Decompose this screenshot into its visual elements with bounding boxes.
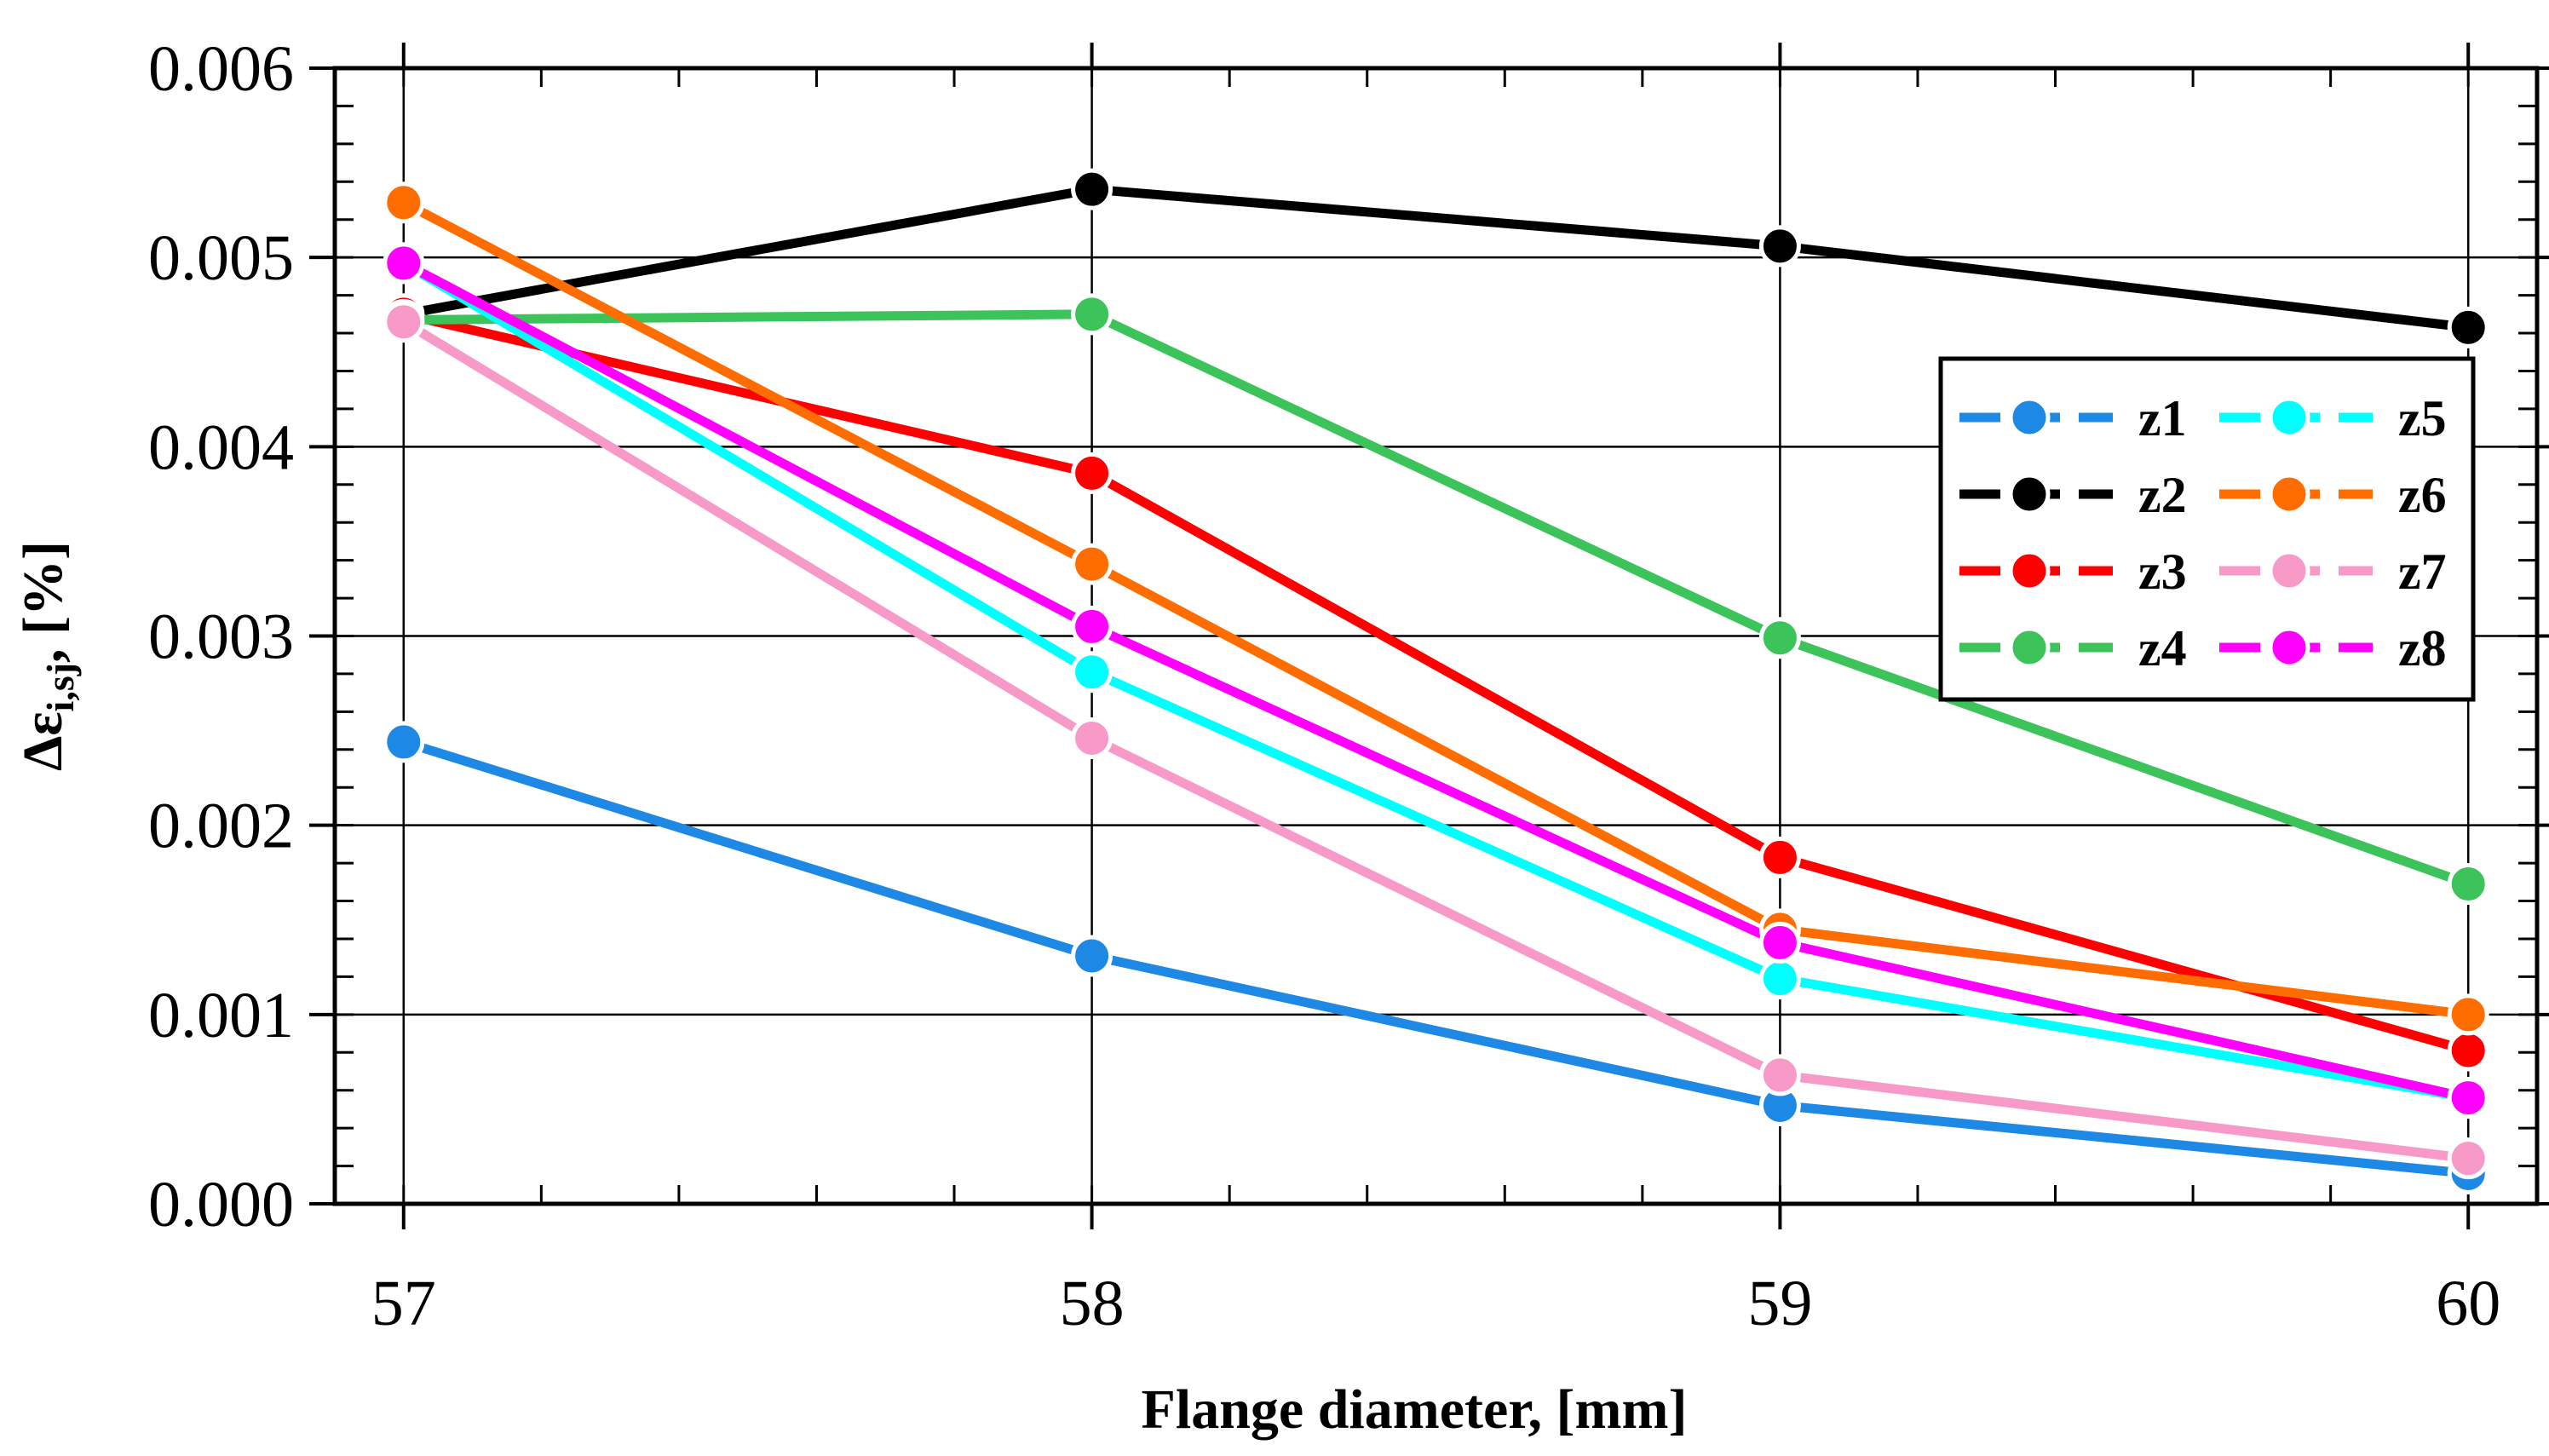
data-point-z5 <box>1758 958 1801 1000</box>
y-tick-label: 0.001 <box>148 980 294 1051</box>
series-z5 <box>399 258 2473 1103</box>
series-line-z7 <box>399 317 2473 1164</box>
axis-ticks <box>309 43 2549 1229</box>
legend: z1 z2 z3 z4 z5 z6 z7 z8 <box>1938 356 2476 702</box>
data-point-z2 <box>2447 306 2489 348</box>
data-point-z7 <box>1758 1054 1801 1096</box>
data-point-z3 <box>1071 452 1113 494</box>
y-tick-label: 0.004 <box>148 411 294 483</box>
x-tick-label: 59 <box>1747 1268 1812 1339</box>
legend-item-z7: z7 <box>2219 544 2447 600</box>
series-z1 <box>399 737 2473 1178</box>
series-line-z3 <box>399 309 2473 1056</box>
legend-item-z1: z1 <box>1959 390 2187 446</box>
data-point-z7 <box>1071 716 1113 759</box>
data-point-z8 <box>1071 605 1113 647</box>
data-point-z6 <box>2447 993 2489 1036</box>
legend-swatch-marker <box>2268 396 2310 439</box>
legend-swatch-marker <box>2268 550 2310 592</box>
data-point-z6 <box>383 181 425 224</box>
series-z4 <box>399 309 2473 889</box>
data-point-z2 <box>1758 225 1801 268</box>
legend-swatch-marker <box>2008 473 2051 515</box>
series-line-z2 <box>399 184 2473 332</box>
data-point-z2 <box>1071 168 1113 210</box>
legend-item-z6: z6 <box>2219 467 2447 523</box>
data-point-z7 <box>383 301 425 343</box>
legend-swatch-marker <box>2268 626 2310 669</box>
legend-label: z2 <box>2138 467 2187 523</box>
data-point-z4 <box>1071 293 1113 336</box>
series-line-z8 <box>399 258 2473 1103</box>
legend-swatch-marker <box>2008 396 2051 439</box>
series-line-z1 <box>399 737 2473 1178</box>
data-point-z4 <box>1758 617 1801 659</box>
plot-area-border <box>332 66 2540 1206</box>
legend-label: z1 <box>2138 390 2187 446</box>
tick-labels: 0.000 0.001 0.002 0.003 0.004 0.005 0.006 57 58 5… <box>148 33 2500 1339</box>
data-point-z7 <box>2447 1137 2489 1180</box>
series-z3 <box>399 309 2473 1056</box>
data-point-z8 <box>2447 1077 2489 1119</box>
y-axis-title: Δεi,sj, [%] <box>12 541 82 771</box>
y-tick-label: 0.000 <box>148 1169 294 1240</box>
data-point-z4 <box>2447 863 2489 906</box>
data-point-z1 <box>383 721 425 763</box>
legend-item-z3: z3 <box>1959 544 2187 600</box>
series-line-z4 <box>399 309 2473 889</box>
legend-label: z4 <box>2138 620 2187 676</box>
y-tick-label: 0.002 <box>148 791 294 862</box>
legend-item-z2: z2 <box>1959 467 2187 523</box>
data-point-z6 <box>1071 543 1113 585</box>
y-axis-title-subscript: i,sj <box>38 663 82 712</box>
data-series <box>383 168 2489 1194</box>
x-tick-label: 58 <box>1060 1268 1125 1339</box>
legend-label: z5 <box>2398 390 2447 446</box>
x-tick-label: 57 <box>371 1268 436 1339</box>
y-axis-title-suffix: , [%] <box>12 541 74 663</box>
legend-swatch-marker <box>2268 473 2310 515</box>
data-point-z1 <box>1071 935 1113 977</box>
series-z8 <box>399 258 2473 1103</box>
data-point-z5 <box>1071 651 1113 693</box>
plot-frame <box>332 66 2540 1206</box>
y-tick-label: 0.006 <box>148 33 294 105</box>
series-z2 <box>399 184 2473 332</box>
legend-label: z7 <box>2398 544 2447 600</box>
y-axis-title-main: Δε <box>12 711 74 771</box>
legend-item-z8: z8 <box>2219 620 2447 676</box>
x-axis-title: Flange diameter, [mm] <box>1142 1378 1688 1441</box>
series-line-z6 <box>399 198 2473 1020</box>
series-z6 <box>399 198 2473 1020</box>
legend-item-z5: z5 <box>2219 390 2447 446</box>
data-point-z8 <box>1758 921 1801 964</box>
x-tick-label: 60 <box>2436 1268 2500 1339</box>
legend-label: z3 <box>2138 544 2187 600</box>
legend-swatch-marker <box>2008 626 2051 669</box>
y-tick-label: 0.005 <box>148 222 294 294</box>
legend-label: z8 <box>2398 620 2447 676</box>
data-point-z3 <box>2447 1029 2489 1072</box>
series-line-z5 <box>399 258 2473 1103</box>
data-point-z3 <box>1758 836 1801 878</box>
legend-swatch-marker <box>2008 550 2051 592</box>
y-tick-label: 0.003 <box>148 601 294 673</box>
series-z7 <box>399 317 2473 1164</box>
legend-item-z4: z4 <box>1959 620 2187 676</box>
data-point-z8 <box>383 242 425 285</box>
legend-label: z6 <box>2398 467 2447 523</box>
